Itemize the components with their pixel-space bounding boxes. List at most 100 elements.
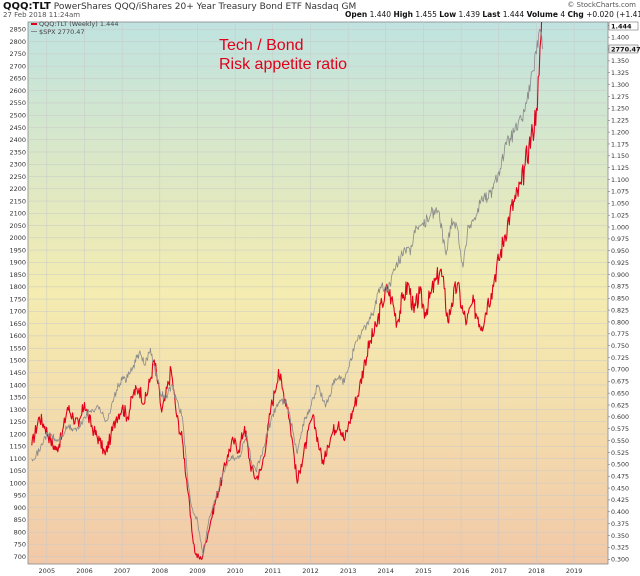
right-tick-label: 0.525 (611, 450, 629, 457)
left-tick-label: 2700 (9, 62, 26, 70)
left-tick-label: 750 (14, 541, 26, 549)
left-tick-label: 1150 (9, 443, 26, 451)
left-tick-label: 1850 (9, 271, 26, 279)
x-tick-label: 2015 (415, 567, 432, 575)
x-tick-label: 2014 (378, 567, 395, 575)
left-tick-label: 1450 (9, 369, 26, 377)
left-tick-label: 900 (14, 504, 26, 512)
annotation-title: Tech / Bond (219, 37, 304, 54)
right-tick-label: 1.300 (611, 82, 629, 89)
left-tick-label: 2100 (9, 210, 26, 218)
left-tick-label: 2650 (9, 75, 26, 83)
x-tick-label: 2009 (189, 567, 206, 575)
left-tick-label: 1300 (9, 406, 26, 414)
right-tick-label: 0.950 (611, 248, 629, 255)
stockcharts-credit: © StockCharts.com (567, 1, 636, 9)
last-value-tag (608, 44, 639, 54)
right-tick-label: 0.475 (611, 473, 629, 480)
legend-item-ratio: QQQ:TLT (Weekly) 1.444 (31, 20, 119, 29)
right-tick-label: 0.400 (611, 509, 629, 516)
right-tick-label: 0.975 (611, 236, 629, 243)
left-tick-label: 850 (14, 516, 26, 524)
left-tick-label: 700 (14, 553, 26, 561)
right-tick-label: 0.300 (611, 557, 629, 564)
last-label: Last (482, 10, 501, 19)
chg-label: Chg (567, 10, 584, 19)
ohlc-readout: Open 1.440 High 1.455 Low 1.439 Last 1.4… (345, 10, 640, 19)
left-tick-label: 2300 (9, 161, 26, 169)
right-tick-label: 0.850 (611, 296, 629, 303)
right-tick-label: 0.900 (611, 272, 629, 279)
right-tick-label: 0.650 (611, 390, 629, 397)
left-tick-label: 1000 (9, 479, 26, 487)
legend-label-ratio: QQQ:TLT (Weekly) 1.444 (39, 20, 119, 28)
right-axis: 0.300 0.325 0.350 0.375 0.400 0.425 0.450 0.475… (608, 23, 629, 564)
chg-value: +0.020 (+1.41%) (586, 10, 640, 19)
left-tick-label: 2850 (9, 26, 26, 34)
annotation-subtitle: Risk appetite ratio (219, 56, 348, 73)
x-tick-label: 2006 (76, 567, 93, 575)
right-tick-label: 0.800 (611, 319, 629, 326)
right-tick-label: 1.200 (611, 129, 629, 136)
x-tick-label: 2012 (302, 567, 319, 575)
x-tick-label: 2005 (39, 567, 56, 575)
high-label: High (393, 10, 413, 19)
left-tick-label: 1800 (9, 283, 26, 291)
x-axis: 2005 2006 2007 2008 2009 2010 2011 2012 2013 2014… (39, 567, 583, 575)
volume-label: Volume (526, 10, 558, 19)
right-tick-label: 1.350 (611, 58, 629, 65)
left-tick-label: 1750 (9, 295, 26, 303)
x-tick-label: 2013 (340, 567, 357, 575)
exchange-label: Nasdaq GM (304, 2, 357, 12)
x-tick-label: 2019 (566, 567, 583, 575)
right-tick-label: 0.450 (611, 485, 629, 492)
left-tick-label: 2200 (9, 185, 26, 193)
right-tick-label: 0.500 (611, 462, 629, 469)
right-tick-label: 1.150 (611, 153, 629, 160)
legend-label-spx: $SPX 2770.47 (39, 27, 85, 36)
high-value: 1.455 (415, 10, 437, 19)
right-tick-label: 1.225 (611, 118, 629, 125)
right-tick-label: 1.250 (611, 106, 629, 113)
chart-legend: QQQ:TLT (Weekly) 1.444 $SPX 2770.47 (31, 20, 119, 36)
right-tick-label: 0.325 (611, 545, 629, 552)
left-tick-label: 2800 (9, 38, 26, 46)
right-tick-label: 0.875 (611, 284, 629, 291)
left-tick-label: 2000 (9, 234, 26, 242)
open-label: Open (345, 10, 368, 19)
x-tick-label: 2016 (453, 567, 470, 575)
right-tick-label: 0.825 (611, 307, 629, 314)
left-tick-label: 950 (14, 492, 26, 500)
last-value-tag (608, 21, 639, 31)
grid (28, 22, 608, 564)
right-tick-label: 1.175 (611, 141, 629, 148)
right-tick-label: 0.775 (611, 331, 629, 338)
right-tick-label: 0.725 (611, 355, 629, 362)
x-tick-label: 2011 (265, 567, 282, 575)
ticker-description: PowerShares QQQ/iShares 20+ Year Treasur… (53, 2, 302, 12)
left-tick-label: 2350 (9, 148, 26, 156)
right-tick-label: 0.625 (611, 402, 629, 409)
series-layer (31, 22, 543, 560)
last-value-tag-label: 1.444 (611, 22, 632, 30)
right-tick-label: 0.350 (611, 533, 629, 540)
left-tick-label: 2150 (9, 197, 26, 205)
left-tick-label: 1400 (9, 381, 26, 389)
x-tick-label: 2018 (528, 567, 545, 575)
last-value-tags: 1.444 2770.47 (608, 21, 640, 54)
left-tick-label: 1600 (9, 332, 26, 340)
left-tick-label: 2250 (9, 173, 26, 181)
last-value-tag-label: 2770.47 (611, 45, 640, 53)
last-value: 1.444 (502, 10, 525, 19)
left-tick-label: 2400 (9, 136, 26, 144)
right-tick-label: 0.700 (611, 367, 629, 374)
right-tick-label: 1.000 (611, 224, 629, 231)
right-tick-label: 1.400 (611, 34, 629, 41)
left-tick-label: 1350 (9, 394, 26, 402)
left-tick-label: 1550 (9, 344, 26, 352)
left-tick-label: 800 (14, 528, 26, 536)
left-tick-label: 2600 (9, 87, 26, 95)
left-tick-label: 1900 (9, 259, 26, 267)
x-tick-label: 2017 (491, 567, 508, 575)
ticker-symbol: QQQ:TLT (3, 1, 51, 12)
